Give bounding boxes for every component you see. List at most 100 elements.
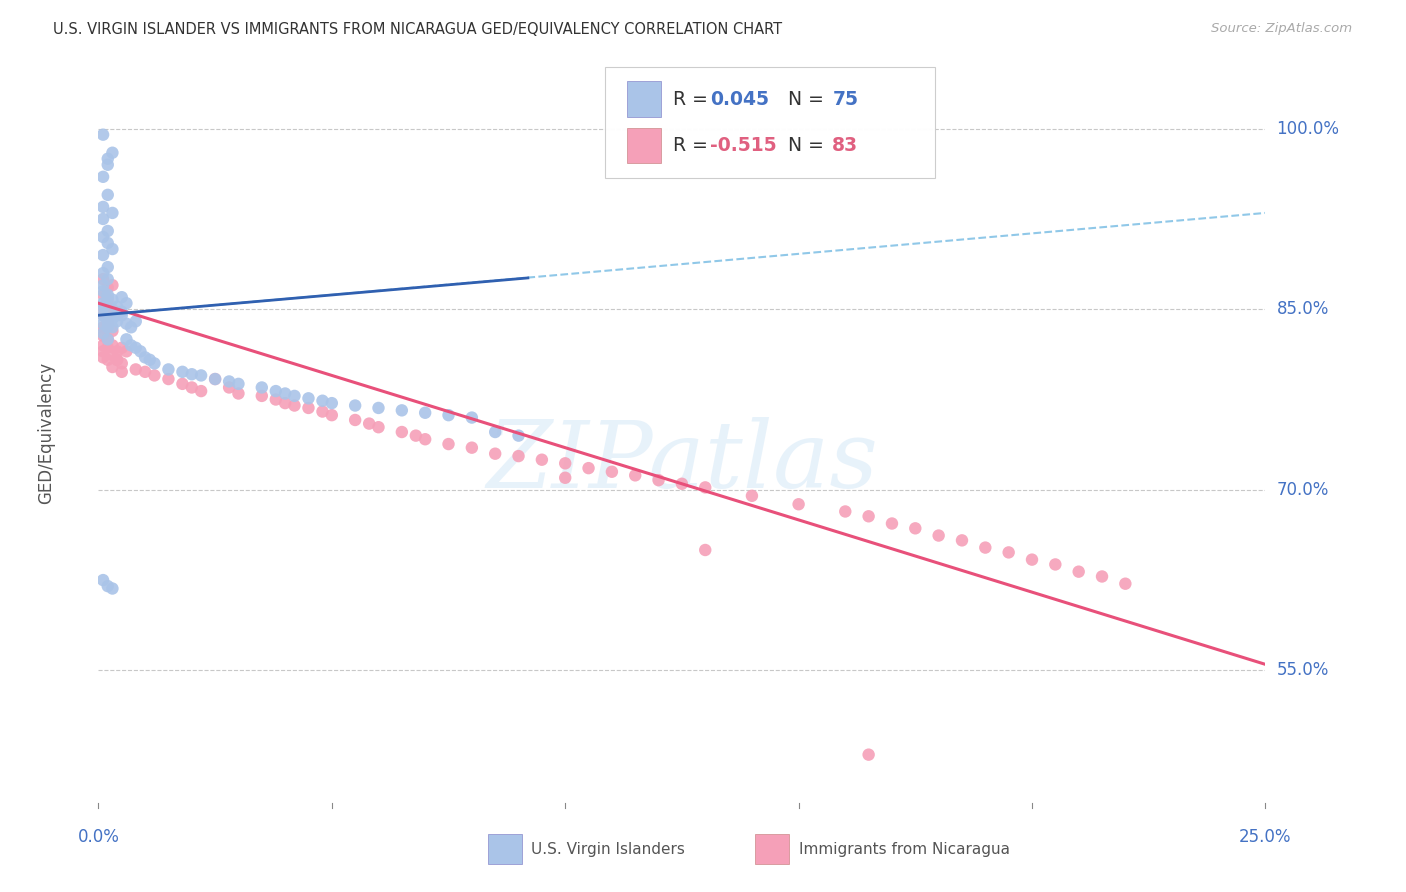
Point — [97, 317, 120, 331]
Point — [97, 320, 120, 334]
Point — [97, 272, 120, 286]
Point — [143, 368, 166, 383]
Point — [91, 200, 114, 214]
Point — [508, 428, 530, 442]
Point — [91, 278, 114, 293]
Point — [311, 393, 333, 408]
Point — [105, 344, 128, 359]
Point — [115, 296, 138, 310]
Point — [97, 287, 120, 301]
Point — [461, 441, 484, 455]
Point — [91, 317, 114, 331]
Point — [101, 359, 124, 374]
Point — [91, 266, 114, 280]
Point — [101, 242, 124, 256]
Point — [91, 300, 114, 314]
Point — [858, 747, 880, 762]
Point — [297, 392, 319, 406]
Point — [97, 352, 120, 367]
Point — [101, 348, 124, 362]
Point — [172, 376, 194, 391]
Point — [508, 449, 530, 463]
Text: Immigrants from Nicaragua: Immigrants from Nicaragua — [799, 842, 1010, 856]
Point — [101, 145, 124, 160]
Point — [91, 272, 114, 286]
Point — [101, 206, 124, 220]
Point — [97, 341, 120, 355]
Point — [111, 304, 134, 318]
Point — [530, 452, 553, 467]
Point — [904, 521, 927, 535]
Point — [157, 372, 180, 386]
Point — [190, 368, 212, 383]
Point — [600, 465, 623, 479]
Point — [647, 473, 669, 487]
Point — [157, 362, 180, 376]
Point — [97, 579, 120, 593]
Point — [311, 404, 333, 418]
Point — [91, 351, 114, 365]
Text: N =: N = — [776, 136, 830, 155]
Point — [111, 290, 134, 304]
Point — [218, 375, 240, 389]
Point — [105, 352, 128, 367]
Point — [834, 504, 856, 518]
Point — [880, 516, 903, 531]
Point — [264, 384, 287, 398]
Point — [111, 308, 134, 322]
Point — [120, 320, 142, 334]
Point — [367, 420, 389, 434]
Point — [250, 380, 273, 394]
Point — [101, 320, 124, 334]
Point — [97, 260, 120, 274]
Point — [101, 302, 124, 317]
Point — [741, 489, 763, 503]
Point — [91, 320, 114, 334]
Point — [484, 447, 506, 461]
Text: Source: ZipAtlas.com: Source: ZipAtlas.com — [1212, 22, 1353, 36]
Point — [437, 408, 460, 422]
Point — [787, 497, 810, 511]
Text: R =: R = — [673, 89, 714, 109]
Point — [484, 425, 506, 439]
Point — [115, 344, 138, 359]
Point — [111, 365, 134, 379]
Point — [367, 401, 389, 415]
Point — [391, 403, 413, 417]
Point — [91, 169, 114, 184]
Point — [101, 338, 124, 352]
Point — [91, 573, 114, 587]
Point — [91, 300, 114, 314]
Point — [111, 356, 134, 370]
Point — [115, 332, 138, 346]
Point — [97, 158, 120, 172]
Point — [1114, 576, 1136, 591]
Point — [461, 410, 484, 425]
Text: 25.0%: 25.0% — [1239, 828, 1292, 846]
Point — [97, 235, 120, 250]
Point — [97, 332, 120, 346]
Point — [974, 541, 997, 555]
Point — [554, 471, 576, 485]
Point — [139, 352, 162, 367]
Text: R =: R = — [673, 136, 714, 155]
Point — [91, 211, 114, 226]
Point — [578, 461, 600, 475]
Point — [91, 338, 114, 352]
Point — [180, 368, 202, 382]
Point — [274, 396, 297, 410]
Point — [413, 432, 436, 446]
Point — [125, 341, 148, 355]
Text: GED/Equivalency: GED/Equivalency — [37, 361, 55, 504]
Point — [1045, 558, 1067, 572]
Point — [101, 582, 124, 596]
Point — [91, 326, 114, 341]
Point — [695, 480, 717, 494]
Point — [101, 324, 124, 338]
Point — [228, 376, 250, 391]
Text: N =: N = — [776, 89, 830, 109]
Point — [105, 352, 128, 367]
Point — [97, 187, 120, 202]
Point — [91, 128, 114, 142]
Point — [143, 356, 166, 370]
